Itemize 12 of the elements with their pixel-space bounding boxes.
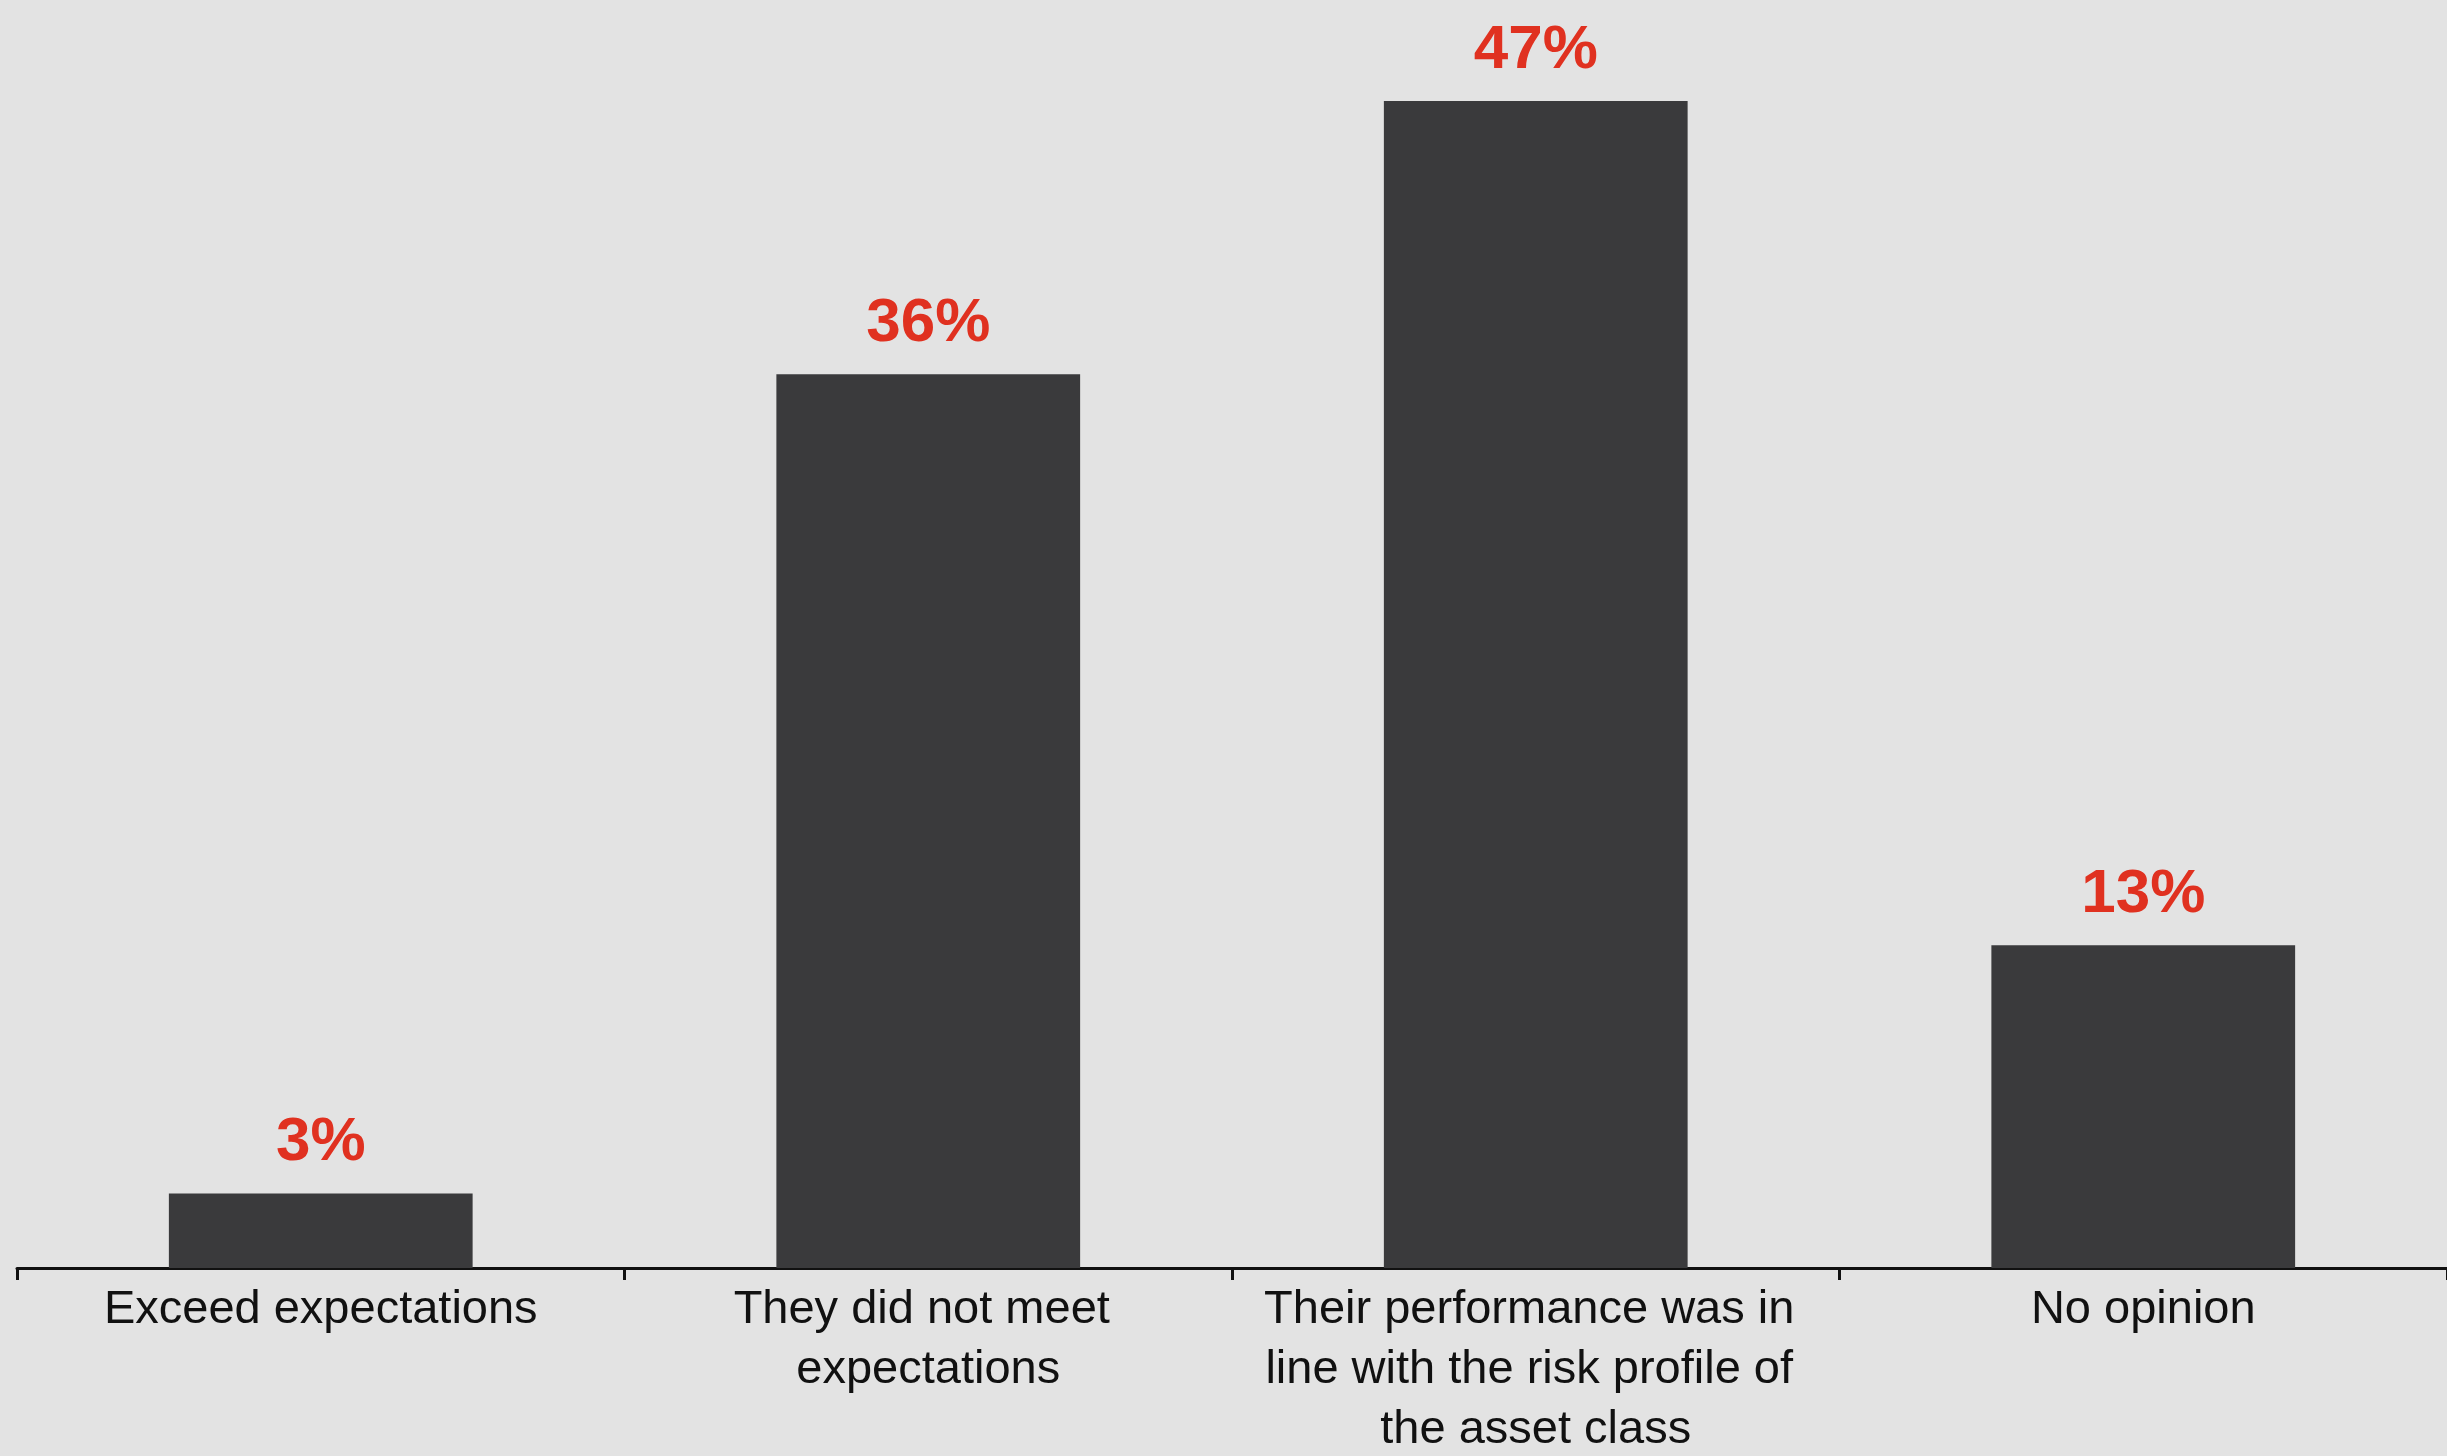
x-tick-label: Their performance was in line with the risk profile of the asset class — [1264, 1279, 1808, 1453]
bar — [1383, 101, 1688, 1268]
x-tick-label: They did not meet expectations — [733, 1279, 1123, 1393]
x-tick-label: Exceed expectations — [103, 1279, 538, 1333]
x-tick-label: No opinion — [2030, 1279, 2256, 1333]
data-label: 13% — [2081, 855, 2206, 925]
data-label: 36% — [866, 284, 991, 354]
bar — [776, 374, 1081, 1268]
data-label: 3% — [275, 1104, 366, 1174]
data-label: 47% — [1473, 11, 1598, 81]
bar — [1991, 945, 2296, 1268]
bar — [168, 1193, 473, 1268]
